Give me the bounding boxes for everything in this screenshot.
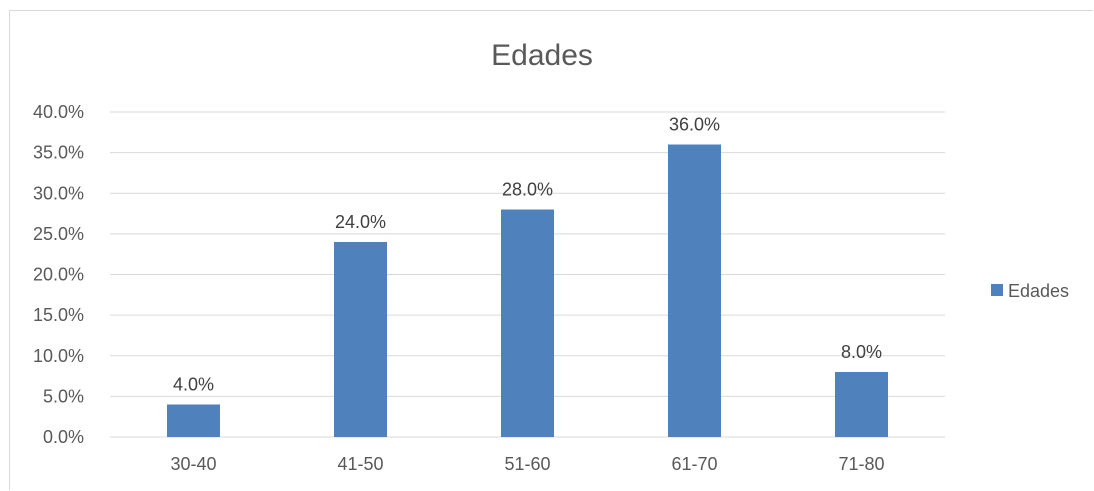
- y-tick-label: 40.0%: [33, 102, 84, 122]
- bar-41-50: [334, 242, 387, 437]
- bar-30-40: [167, 404, 220, 437]
- y-tick-label: 10.0%: [33, 346, 84, 366]
- bar-51-60: [501, 209, 554, 437]
- y-tick-label: 30.0%: [33, 183, 84, 203]
- legend: Edades: [991, 281, 1069, 301]
- data-label: 24.0%: [335, 212, 386, 232]
- data-label: 36.0%: [669, 115, 720, 135]
- y-tick-label: 5.0%: [43, 386, 84, 406]
- x-tick-label: 30-40: [170, 454, 216, 474]
- chart-title: Edades: [491, 39, 593, 72]
- data-label: 28.0%: [502, 180, 553, 200]
- x-tick-label: 61-70: [671, 454, 717, 474]
- bar-61-70: [668, 144, 721, 437]
- legend-swatch: [991, 284, 1003, 296]
- y-tick-label: 0.0%: [43, 427, 84, 447]
- y-tick-label: 35.0%: [33, 143, 84, 163]
- x-tick-label: 41-50: [337, 454, 383, 474]
- data-label: 8.0%: [841, 342, 882, 362]
- x-tick-label: 71-80: [838, 454, 884, 474]
- x-axis: 30-40 41-50 51-60 61-70 71-80: [170, 454, 884, 474]
- chart-frame: [9, 10, 1093, 490]
- bars: 4.0% 24.0% 28.0% 36.0% 8.0%: [167, 115, 888, 437]
- legend-label: Edades: [1008, 281, 1069, 301]
- x-tick-label: 51-60: [504, 454, 550, 474]
- y-axis: 0.0% 5.0% 10.0% 15.0% 20.0% 25.0% 30.0% 35.0% 40…: [33, 102, 84, 447]
- data-label: 4.0%: [173, 375, 214, 395]
- y-tick-label: 25.0%: [33, 224, 84, 244]
- y-tick-label: 20.0%: [33, 265, 84, 285]
- bar-71-80: [835, 372, 888, 437]
- y-tick-label: 15.0%: [33, 305, 84, 325]
